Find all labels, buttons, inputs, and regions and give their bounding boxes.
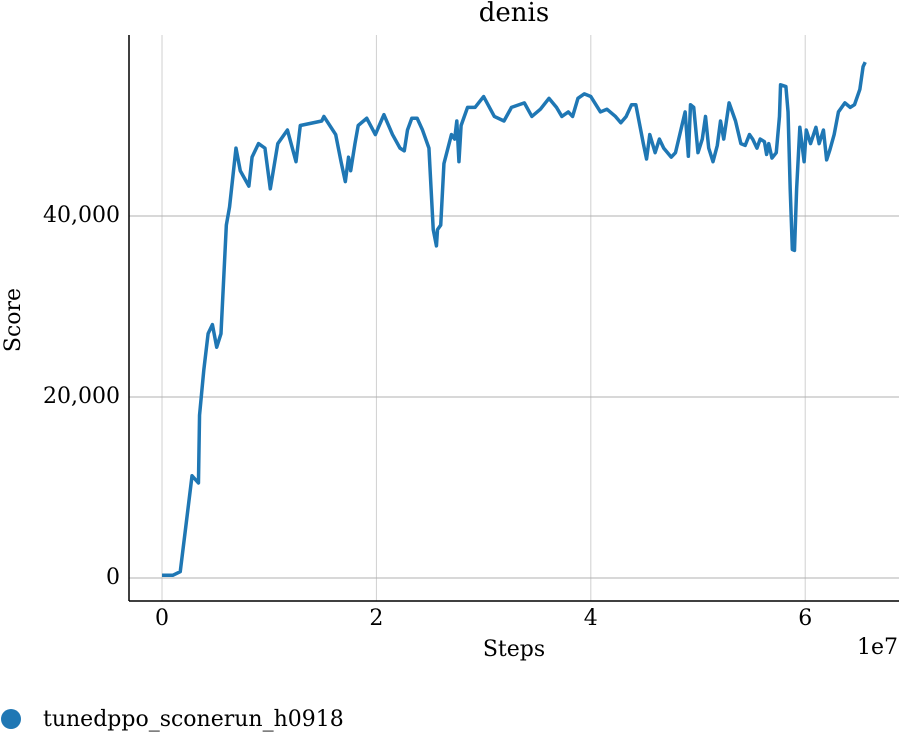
x-tick-label: 0 bbox=[155, 606, 169, 631]
y-tick-label: 0 bbox=[106, 565, 120, 590]
y-tick-label: 20,000 bbox=[43, 384, 120, 409]
legend-marker bbox=[1, 709, 21, 729]
x-tick-label: 2 bbox=[369, 606, 383, 631]
legend-label: tunedppo_sconerun_h0918 bbox=[43, 707, 344, 732]
y-tick-label: 40,000 bbox=[43, 203, 120, 228]
x-tick-label: 6 bbox=[798, 606, 812, 631]
x-offset-label: 1e7 bbox=[857, 635, 898, 660]
y-axis-label: Score bbox=[1, 288, 26, 352]
x-axis-label: Steps bbox=[483, 637, 545, 662]
chart-title: denis bbox=[479, 0, 549, 28]
x-tick-label: 4 bbox=[584, 606, 598, 631]
series-line bbox=[162, 61, 867, 578]
